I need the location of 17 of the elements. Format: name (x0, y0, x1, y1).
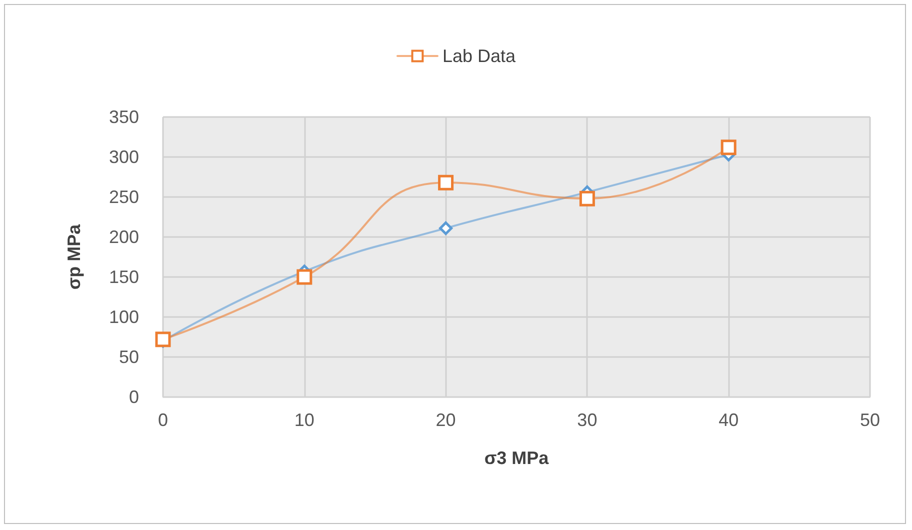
y-tick-label: 150 (108, 267, 139, 287)
x-tick-label: 40 (718, 410, 739, 430)
x-tick-label: 20 (436, 410, 456, 430)
y-tick-label: 50 (118, 347, 139, 367)
y-tick-label: 300 (108, 147, 139, 167)
y-tick-label: 200 (108, 227, 139, 247)
x-axis-title: σ3 MPa (484, 448, 550, 468)
y-tick-label: 0 (128, 387, 139, 407)
x-tick-label: 30 (577, 410, 598, 430)
x-tick-label: 10 (294, 410, 314, 430)
y-tick-label: 100 (108, 307, 139, 327)
x-tick-label: 0 (158, 410, 168, 430)
y-tick-label: 350 (108, 107, 139, 127)
x-tick-label: 50 (860, 410, 880, 430)
y-tick-label: 250 (108, 187, 139, 207)
y-axis-title: σp MPa (64, 223, 84, 290)
legend-label: Lab Data (442, 46, 517, 66)
